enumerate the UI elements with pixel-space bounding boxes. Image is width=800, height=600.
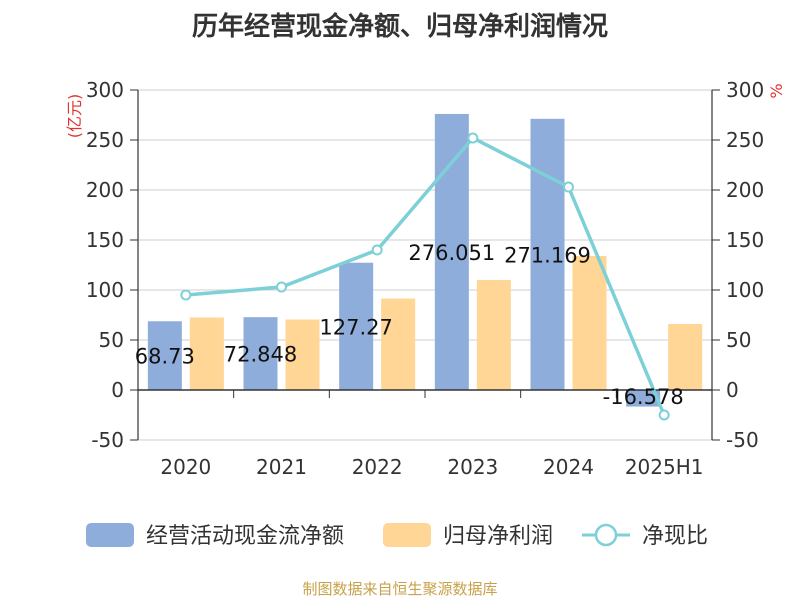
right-tick-label: 300 [726, 78, 764, 102]
cash-flow-data-label: 72.848 [224, 343, 297, 367]
right-tick-label: 50 [726, 328, 751, 352]
bar-net-profit [668, 324, 703, 390]
right-tick-label: 100 [726, 278, 764, 302]
bar-net-profit [189, 317, 224, 390]
bar-cash-flow [530, 118, 565, 391]
right-tick-label: -50 [726, 428, 759, 452]
legend-label-net-profit: 归母净利润 [443, 524, 553, 549]
right-tick-label: 0 [726, 378, 739, 402]
ratio-point [563, 181, 574, 193]
bar-cash-flow [626, 390, 661, 407]
left-tick-label: 300 [86, 78, 124, 102]
bar-net-profit [381, 298, 416, 390]
left-tick-label: 100 [86, 278, 124, 302]
x-tick-label: 2022 [352, 455, 403, 479]
right-tick-label: 200 [726, 178, 764, 202]
axes: 300 250 200 150 100 50 0 -50 300 250 200 150 100 50 0 -… [86, 78, 764, 479]
left-tick-label: 150 [86, 228, 124, 252]
x-tick-label: 2024 [543, 455, 594, 479]
cash-flow-data-label: 68.73 [135, 345, 195, 369]
legend-label-cash-flow: 经营活动现金流净额 [146, 524, 344, 549]
legend-swatch-cash-flow [86, 523, 134, 547]
bar-net-profit [572, 256, 607, 390]
bar-cash-flow [339, 262, 374, 390]
ratio-point [658, 409, 670, 421]
data-labels: 68.73 72.848 127.27 276.051 271.169 -16.578 [135, 241, 684, 409]
legend-swatch-net-profit [383, 523, 431, 547]
ratio-point [180, 289, 192, 301]
ratio-point [276, 281, 287, 293]
left-tick-label: -50 [91, 428, 124, 452]
cash-flow-data-label: 271.169 [504, 243, 591, 267]
ratio-point [371, 244, 383, 256]
left-axis-unit: (亿元) [65, 94, 84, 139]
bar-net-profit [476, 280, 511, 390]
cash-flow-data-label: 127.27 [319, 315, 392, 339]
left-tick-label: 50 [99, 328, 124, 352]
legend-swatch-ratio-point [594, 523, 618, 547]
x-tick-label: 2023 [447, 455, 498, 479]
ratio-line-path [185, 135, 666, 416]
bar-net-profit [285, 319, 320, 390]
right-axis-unit: % [767, 83, 786, 98]
legend-label-ratio: 净现比 [642, 524, 708, 549]
x-tick-label: 2020 [160, 455, 211, 479]
right-tick-label: 250 [726, 128, 764, 152]
left-tick-label: 250 [86, 128, 124, 152]
bar-cash-flow [243, 317, 278, 390]
x-tick-label: 2021 [256, 455, 307, 479]
ratio-line [180, 132, 670, 421]
right-tick-label: 150 [726, 228, 764, 252]
chart-title: 历年经营现金净额、归母净利润情况 [191, 12, 608, 42]
cash-flow-data-label: 276.051 [408, 241, 495, 265]
cash-flow-data-label: -16.578 [603, 385, 684, 409]
ratio-point [467, 132, 479, 144]
left-tick-label: 200 [86, 178, 124, 202]
left-tick-label: 0 [111, 378, 124, 402]
source-note: 制图数据来自恒生聚源数据库 [302, 580, 498, 598]
legend: 经营活动现金流净额 归母净利润 净现比 [86, 523, 708, 549]
x-tick-label: 2025H1 [625, 455, 704, 479]
bar-cash-flow [147, 321, 182, 390]
